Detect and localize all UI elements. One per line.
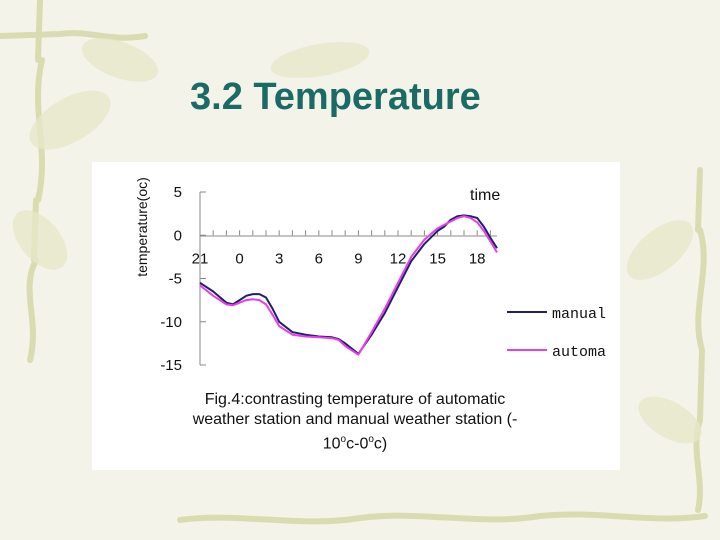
temperature-chart: temperature(oc) 50-5-10-15 21 0 3 6 9 12 15 18 … [134,177,606,374]
figure-caption: Fig.4:contrasting temperature of automat… [150,390,560,454]
y-tick-label: 0 [174,227,182,244]
caption-line-2: weather station and manual weather stati… [192,411,518,428]
y-tick-label: -15 [160,357,182,374]
x-tick-label: 3 [275,250,283,267]
x-tick-label: 9 [354,250,362,267]
x-tick-label: 15 [429,250,446,267]
caption-text: 10 [322,435,341,453]
x-axis-label: time [470,187,500,204]
vine-left-decoration [26,0,45,363]
x-tick-label: 6 [315,250,323,267]
vine-top-decoration [0,30,148,41]
caption-line-3: 10oc-0oc) [150,430,560,454]
series-line-automatic [199,215,498,356]
figure-panel [92,162,620,470]
slide-title: 3.2 Temperature [190,76,481,118]
caption-text: c) [373,435,388,453]
leaf-decoration [270,42,370,78]
y-tick-label: 5 [174,184,182,201]
leaf-decoration [81,38,159,82]
legend: manual automa [507,306,606,361]
degree-symbol: o [368,434,374,445]
vine-bottom-decoration [177,511,708,525]
series-line-manual [199,214,498,355]
caption-text: c-0 [346,435,369,453]
x-tick-label: 12 [390,250,407,267]
x-tick-label: 18 [469,250,486,267]
leaf-decoration [638,396,702,444]
degree-symbol: o [340,434,347,445]
y-tick-label: -10 [160,314,182,331]
leaf-decoration [626,220,694,280]
caption-line-1: Fig.4:contrasting temperature of automat… [204,391,506,408]
x-tick-label: 0 [235,250,243,267]
y-tick-label: -5 [169,271,182,288]
legend-label-manual: manual [552,306,606,323]
y-axis-label: temperature(oc) [134,177,150,277]
x-tick-label: 21 [192,250,209,267]
leaf-decoration [12,210,68,270]
vine-right-decoration [693,167,707,513]
legend-label-automatic: automa [552,344,606,361]
leaf-decoration [29,90,111,150]
